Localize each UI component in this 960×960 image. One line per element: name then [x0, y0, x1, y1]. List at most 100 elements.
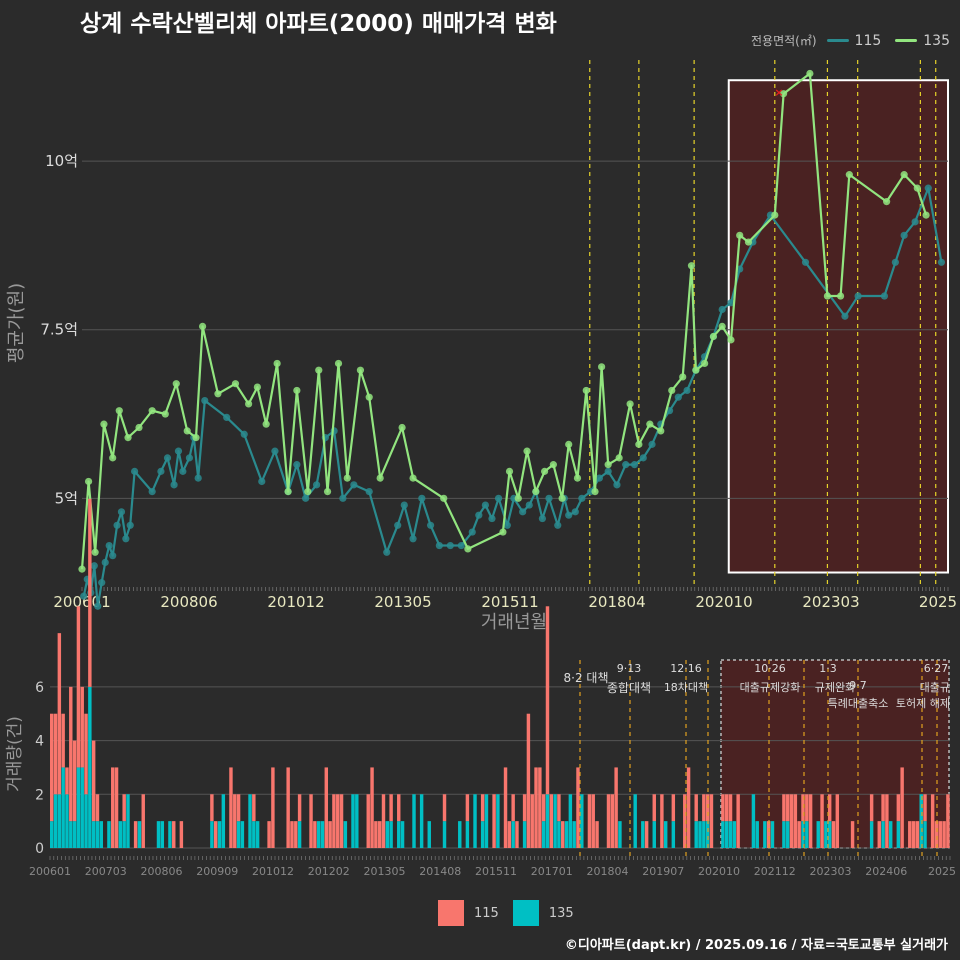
- volume-bar-135: [694, 821, 698, 848]
- volume-bar-115: [366, 794, 370, 848]
- volume-bar-135: [236, 821, 241, 848]
- volume-bar-115: [660, 794, 664, 848]
- volume-bar-115: [507, 821, 512, 848]
- volume-x-tick-label: 201701: [531, 865, 573, 878]
- price-point-135: [323, 487, 332, 496]
- volume-bar-115: [332, 794, 336, 848]
- volume-bar-115: [95, 794, 100, 822]
- price-point-135: [836, 292, 845, 300]
- price-point-135: [183, 427, 191, 435]
- volume-bar-115: [896, 794, 901, 822]
- volume-bar-115: [515, 821, 519, 848]
- price-point-115: [105, 541, 113, 550]
- volume-bar-115: [324, 767, 329, 848]
- price-point-135: [161, 410, 169, 418]
- price-x-tick-label: 202010: [695, 593, 752, 611]
- price-point-115: [545, 494, 553, 502]
- price-point-135: [499, 528, 507, 536]
- volume-bar-135: [869, 821, 874, 848]
- volume-bar-135: [458, 821, 462, 848]
- volume-bar-135: [168, 821, 172, 848]
- price-point-115: [924, 184, 932, 192]
- price-point-115: [727, 299, 735, 307]
- volume-bar-135: [641, 821, 645, 848]
- price-point-135: [900, 171, 908, 179]
- price-point-115: [394, 521, 402, 529]
- volume-bar-115: [179, 821, 184, 848]
- volume-bar-135: [252, 821, 256, 848]
- volume-bar-115: [122, 794, 126, 822]
- volume-bar-115: [850, 821, 855, 848]
- price-point-115: [674, 393, 682, 401]
- volume-bar-135: [541, 821, 546, 848]
- volume-bar-115: [309, 794, 313, 848]
- volume-x-tick-label: 201804: [587, 865, 629, 878]
- volume-bar-115: [522, 794, 527, 822]
- price-point-115: [613, 481, 621, 489]
- volume-bar-115: [766, 821, 771, 848]
- price-point-135: [304, 487, 312, 496]
- price-point-135: [214, 390, 222, 398]
- volume-bar-115: [53, 713, 58, 795]
- volume-bar-135: [568, 794, 573, 848]
- source-credit: ©디아파트(dapt.kr) / 2025.09.16 / 자료=국토교통부 실…: [564, 938, 948, 953]
- volume-bar-135: [572, 821, 576, 848]
- volume-bar-115: [644, 821, 649, 848]
- volume-bar-115: [172, 821, 176, 848]
- price-point-115: [538, 514, 547, 523]
- volume-bar-115: [76, 606, 81, 768]
- volume-x-tick-label: 200909: [196, 865, 238, 878]
- volume-bar-115: [511, 794, 515, 822]
- volume-bar-115: [480, 794, 485, 822]
- price-x-tick-label: 201804: [588, 593, 645, 611]
- volume-bar-115: [370, 767, 374, 848]
- volume-y-tick-label: 0: [35, 841, 44, 857]
- price-point-115: [194, 474, 202, 482]
- price-x-axis-title: 거래년월: [481, 612, 547, 633]
- volume-bar-135: [732, 821, 737, 848]
- volume-bar-115: [801, 794, 805, 822]
- volume-bar-115: [614, 767, 618, 848]
- price-point-135: [806, 69, 814, 78]
- volume-bar-115: [942, 821, 946, 848]
- volume-bar-135: [240, 821, 245, 848]
- price-point-115: [109, 552, 117, 560]
- volume-highlight-box: [720, 659, 950, 849]
- legend-label: 전용면적(㎡): [751, 34, 817, 48]
- policy-date: 12·16: [670, 662, 702, 675]
- volume-bar-115: [210, 794, 214, 822]
- volume-bar-115: [88, 498, 92, 687]
- price-point-115: [94, 602, 102, 610]
- price-point-115: [174, 447, 183, 455]
- volume-y-tick-label: 4: [35, 734, 44, 750]
- volume-bar-115: [381, 794, 386, 848]
- volume-bar-135: [553, 794, 557, 848]
- volume-bar-115: [133, 821, 138, 848]
- volume-x-tick-label: 201511: [475, 865, 517, 878]
- volume-bar-115: [72, 740, 77, 822]
- volume-bar-135: [824, 821, 828, 848]
- price-point-115: [418, 494, 426, 502]
- volume-legend-entry-135: 135: [548, 905, 574, 921]
- volume-bar-135: [557, 821, 561, 848]
- price-point-135: [779, 90, 788, 98]
- price-point-135: [514, 494, 522, 502]
- volume-bar-135: [427, 821, 431, 848]
- volume-bar-135: [751, 794, 756, 848]
- price-point-135: [334, 359, 343, 368]
- volume-bar-115: [65, 767, 69, 795]
- volume-bar-135: [91, 821, 96, 848]
- volume-bar-135: [671, 821, 676, 848]
- price-point-135: [626, 400, 634, 408]
- volume-bar-115: [694, 794, 698, 822]
- chart-title: 상계 수락산벨리체 아파트(2000) 매매가격 변화: [80, 11, 557, 37]
- volume-bar-115: [336, 794, 340, 848]
- volume-bar-115: [267, 821, 271, 848]
- price-point-115: [622, 461, 630, 469]
- price-point-115: [891, 258, 899, 266]
- volume-bar-115: [835, 794, 840, 848]
- volume-bar-135: [210, 821, 214, 848]
- price-point-135: [148, 407, 156, 415]
- price-point-115: [339, 494, 347, 502]
